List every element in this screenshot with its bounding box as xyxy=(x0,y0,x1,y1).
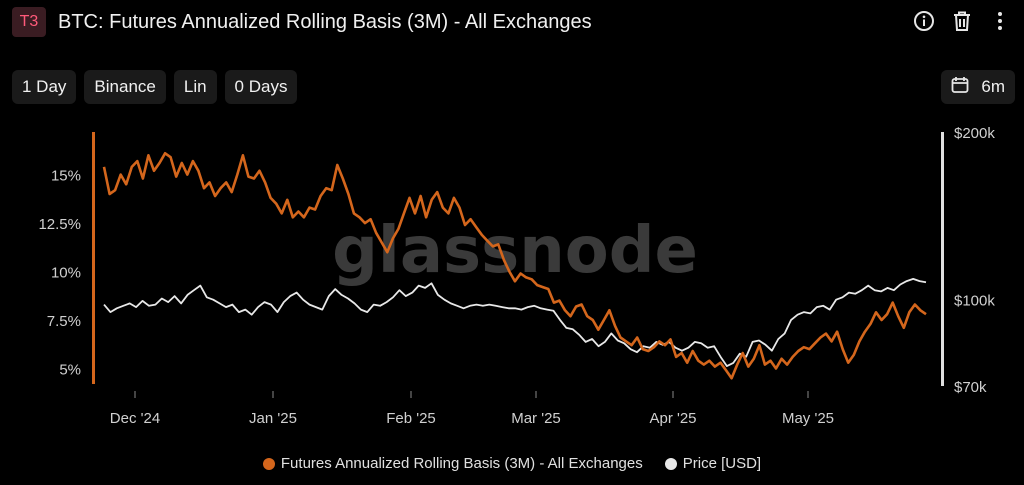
legend-swatch-price xyxy=(664,457,677,470)
tier-badge: T3 xyxy=(12,7,46,37)
chart-title: BTC: Futures Annualized Rolling Basis (3… xyxy=(58,10,592,33)
x-tick-2: Feb '25 xyxy=(386,410,436,427)
legend-item-price[interactable]: Price [USD] xyxy=(664,455,762,472)
scale-select[interactable]: Lin xyxy=(173,70,217,104)
basis-series-line xyxy=(102,152,927,380)
left-axis-bar xyxy=(92,132,95,384)
y-left-tick-4: 5% xyxy=(59,361,81,378)
y-right-tick-0: $200k xyxy=(954,125,995,142)
chart-header: T3 BTC: Futures Annualized Rolling Basis… xyxy=(12,6,1012,38)
y-right-tick-1: $100k xyxy=(954,293,995,310)
legend-label-price: Price [USD] xyxy=(682,455,762,472)
trash-icon[interactable] xyxy=(950,6,974,36)
legend-label-basis: Futures Annualized Rolling Basis (3M) - … xyxy=(280,455,643,472)
watermark: glassnode xyxy=(332,214,698,288)
x-tick-4: Apr '25 xyxy=(649,410,696,427)
chart-toolbar: 1 Day Binance Lin 0 Days xyxy=(12,70,298,104)
range-select[interactable]: 6m xyxy=(941,70,1015,104)
range-label: 6m xyxy=(981,77,1005,96)
header-actions xyxy=(912,6,1012,36)
y-left-tick-1: 12.5% xyxy=(38,216,81,233)
chart-legend: Futures Annualized Rolling Basis (3M) - … xyxy=(0,455,1024,472)
y-left-tick-0: 15% xyxy=(51,168,81,185)
x-tick-3: Mar '25 xyxy=(511,410,561,427)
y-left-tick-3: 7.5% xyxy=(47,313,81,330)
x-tick-0: Dec '24 xyxy=(110,410,160,427)
x-tick-5: May '25 xyxy=(782,410,834,427)
legend-item-basis[interactable]: Futures Annualized Rolling Basis (3M) - … xyxy=(262,455,643,472)
x-tick-1: Jan '25 xyxy=(249,410,297,427)
right-axis-bar xyxy=(941,132,944,386)
info-icon[interactable] xyxy=(912,6,936,36)
more-vertical-icon[interactable] xyxy=(988,6,1012,36)
y-right-tick-2: $70k xyxy=(954,379,987,396)
calendar-icon xyxy=(951,76,969,99)
smoothing-select[interactable]: 0 Days xyxy=(224,70,298,104)
exchange-select[interactable]: Binance xyxy=(84,70,166,104)
y-left-tick-2: 10% xyxy=(51,265,81,282)
legend-swatch-basis xyxy=(262,457,275,470)
price-series-line xyxy=(103,277,927,368)
resolution-select[interactable]: 1 Day xyxy=(12,70,77,104)
